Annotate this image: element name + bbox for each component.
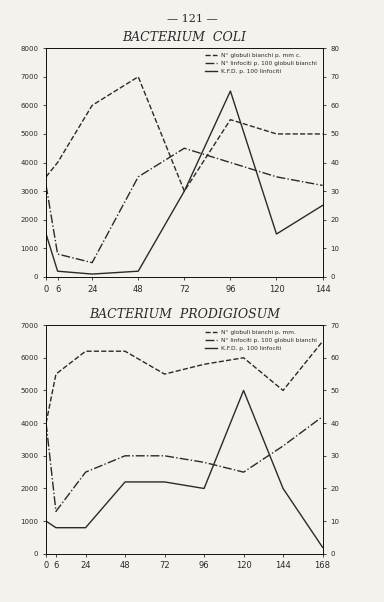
Title: BACTERIUM  PRODIGIOSUM: BACTERIUM PRODIGIOSUM bbox=[89, 308, 280, 321]
Legend: N° globuli bianchi p. mm., N° linfociti p. 100 globuli bianchi, K.F.D. p. 100 li: N° globuli bianchi p. mm., N° linfociti … bbox=[203, 328, 319, 354]
Legend: N° globuli bianchi p. mm c., N° linfociti p. 100 globuli bianchi, K.F.D. p. 100 : N° globuli bianchi p. mm c., N° linfocit… bbox=[203, 51, 319, 77]
Title: BACTERIUM  COLI: BACTERIUM COLI bbox=[122, 31, 246, 44]
Text: — 121 —: — 121 — bbox=[167, 14, 217, 24]
